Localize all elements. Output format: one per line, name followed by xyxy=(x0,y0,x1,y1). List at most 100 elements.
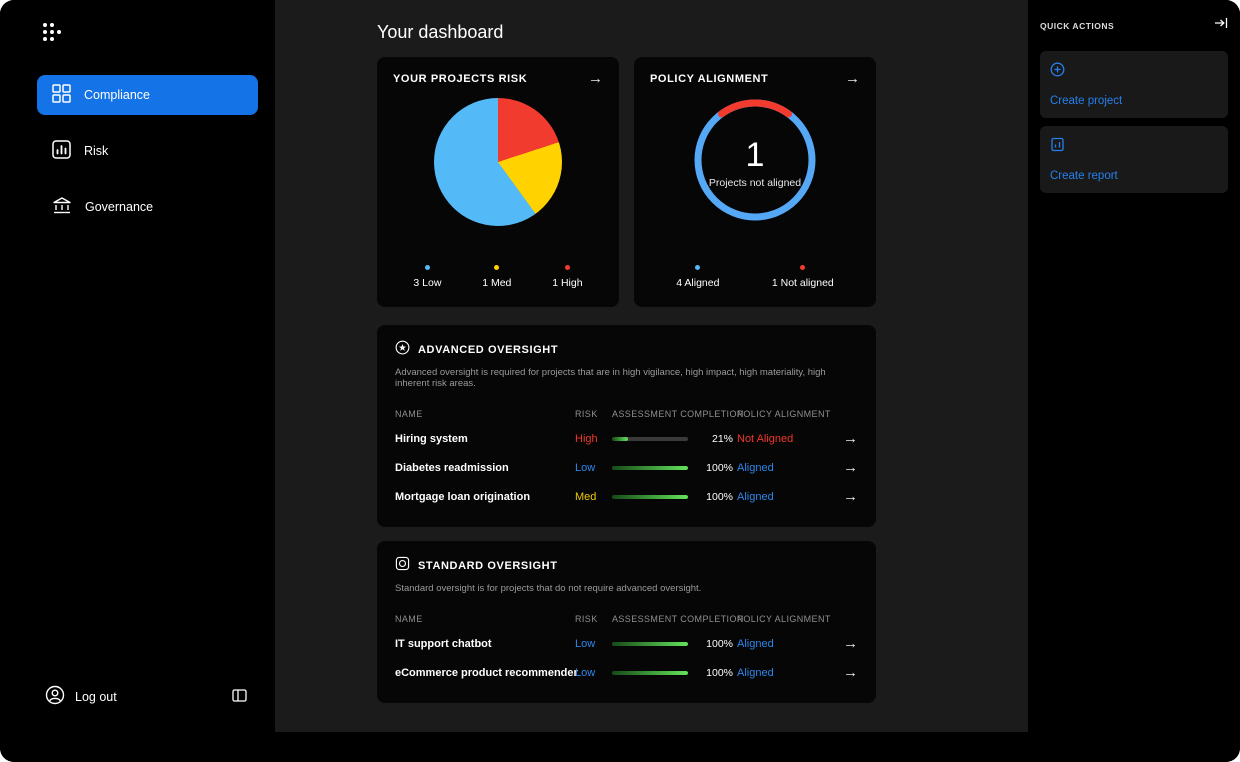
column-header-alignment: POLICY ALIGNMENT xyxy=(737,614,831,624)
column-header-completion: ASSESSMENT COMPLETION xyxy=(612,614,744,624)
bank-icon xyxy=(52,196,72,218)
column-header-name: NAME xyxy=(395,409,423,419)
table-row: Mortgage loan origination Med 100% Align… xyxy=(395,482,858,511)
risk-value: Low xyxy=(575,461,596,474)
app-logo xyxy=(40,20,275,51)
project-name: Diabetes readmission xyxy=(395,461,509,474)
arrow-right-icon[interactable]: → xyxy=(843,459,858,476)
risk-value: Low xyxy=(575,666,596,679)
policy-alignment-card: POLICY ALIGNMENT → 1 Projects not aligne… xyxy=(634,57,876,307)
collapse-sidebar-icon[interactable] xyxy=(232,688,247,706)
legend-item-high: 1 High xyxy=(552,265,583,289)
alignment-value: Aligned xyxy=(737,666,774,679)
table-row: Hiring system High 21% Not Aligned → xyxy=(395,424,858,453)
legend-dot-yellow xyxy=(494,265,500,270)
circled-star-icon xyxy=(395,340,410,360)
column-header-risk: RISK xyxy=(575,409,598,419)
section-description: Advanced oversight is required for proje… xyxy=(395,367,826,389)
table-header: NAME RISK ASSESSMENT COMPLETION POLICY A… xyxy=(395,609,858,629)
dots-logo-icon xyxy=(43,23,61,41)
sidebar-footer: Log out xyxy=(0,685,275,708)
quick-actions-title: QUICK ACTIONS xyxy=(1040,20,1115,31)
create-report-label: Create report xyxy=(1050,170,1118,182)
collapse-panel-icon[interactable] xyxy=(1214,16,1228,35)
sidebar-item-governance[interactable]: Governance xyxy=(37,187,258,227)
not-aligned-label: Projects not aligned xyxy=(708,177,802,189)
main-content: Your dashboard YOUR PROJECTS RISK → 3 Lo xyxy=(275,0,1028,762)
sidebar-item-label: Governance xyxy=(85,200,154,214)
create-project-button[interactable]: Create project xyxy=(1040,51,1228,118)
alignment-donut-chart: 1 Projects not aligned xyxy=(691,96,819,229)
section-description: Standard oversight is for projects that … xyxy=(395,583,702,594)
risk-value: Med xyxy=(575,490,597,503)
legend-item-not-aligned: 1 Not aligned xyxy=(772,265,834,289)
plus-circle-icon xyxy=(1050,62,1065,81)
grid-icon xyxy=(52,84,71,106)
table-row: eCommerce product recommender Low 100% A… xyxy=(395,658,858,687)
arrow-right-icon[interactable]: → xyxy=(845,70,860,87)
completion-percent: 100% xyxy=(706,461,733,474)
logout-label[interactable]: Log out xyxy=(75,689,117,704)
report-icon xyxy=(1050,137,1065,156)
sidebar-nav: Compliance Risk xyxy=(0,75,275,227)
project-name: Mortgage loan origination xyxy=(395,490,531,503)
arrow-right-icon[interactable]: → xyxy=(588,70,603,87)
completion-percent: 100% xyxy=(706,637,733,650)
completion-bar xyxy=(612,670,688,675)
card-title: POLICY ALIGNMENT xyxy=(650,72,769,85)
column-header-completion: ASSESSMENT COMPLETION xyxy=(612,409,744,419)
completion-bar xyxy=(612,465,688,470)
legend-item-med: 1 Med xyxy=(482,265,511,289)
not-aligned-count: 1 xyxy=(745,136,765,174)
projects-risk-card: YOUR PROJECTS RISK → 3 Low 1 Med xyxy=(377,57,619,307)
risk-value: Low xyxy=(575,637,596,650)
section-title: ADVANCED OVERSIGHT xyxy=(418,344,559,356)
project-name: Hiring system xyxy=(395,432,468,445)
page-title: Your dashboard xyxy=(377,22,504,42)
table-row: IT support chatbot Low 100% Aligned → xyxy=(395,629,858,658)
user-circle-icon xyxy=(45,685,65,708)
legend-item-aligned: 4 Aligned xyxy=(676,265,719,289)
alignment-value: Aligned xyxy=(737,461,774,474)
section-title: STANDARD OVERSIGHT xyxy=(418,560,558,572)
completion-bar xyxy=(612,641,688,646)
risk-pie-chart xyxy=(434,98,562,226)
pie-legend: 3 Low 1 Med 1 High xyxy=(393,265,603,291)
card-title: YOUR PROJECTS RISK xyxy=(393,72,528,85)
completion-bar xyxy=(612,494,688,499)
legend-item-low: 3 Low xyxy=(413,265,441,289)
donut-legend: 4 Aligned 1 Not aligned xyxy=(650,265,860,291)
completion-percent: 21% xyxy=(711,432,733,445)
risk-value: High xyxy=(575,432,598,445)
legend-dot-red xyxy=(564,265,570,270)
advanced-oversight-card: ADVANCED OVERSIGHT Advanced oversight is… xyxy=(377,325,876,527)
legend-dot-red xyxy=(800,265,806,270)
table-row: Diabetes readmission Low 100% Aligned → xyxy=(395,453,858,482)
project-name: eCommerce product recommender xyxy=(395,666,578,679)
completion-bar xyxy=(612,436,688,441)
bar-chart-icon xyxy=(52,140,71,162)
completion-percent: 100% xyxy=(706,490,733,503)
create-project-label: Create project xyxy=(1050,95,1123,107)
completion-percent: 100% xyxy=(706,666,733,679)
target-square-icon xyxy=(395,556,410,576)
project-name: IT support chatbot xyxy=(395,637,492,650)
sidebar-item-label: Compliance xyxy=(84,88,151,102)
alignment-value: Not Aligned xyxy=(737,432,794,445)
arrow-right-icon[interactable]: → xyxy=(843,635,858,652)
arrow-right-icon[interactable]: → xyxy=(843,430,858,447)
column-header-name: NAME xyxy=(395,614,423,624)
left-sidebar: Compliance Risk xyxy=(0,0,275,762)
legend-dot-blue xyxy=(424,265,430,270)
standard-oversight-card: STANDARD OVERSIGHT Standard oversight is… xyxy=(377,541,876,703)
table-header: NAME RISK ASSESSMENT COMPLETION POLICY A… xyxy=(395,404,858,424)
arrow-right-icon[interactable]: → xyxy=(843,488,858,505)
arrow-right-icon[interactable]: → xyxy=(843,664,858,681)
sidebar-item-risk[interactable]: Risk xyxy=(37,131,258,171)
column-header-alignment: POLICY ALIGNMENT xyxy=(737,409,831,419)
column-header-risk: RISK xyxy=(575,614,598,624)
create-report-button[interactable]: Create report xyxy=(1040,126,1228,193)
sidebar-item-compliance[interactable]: Compliance xyxy=(37,75,258,115)
alignment-value: Aligned xyxy=(737,490,774,503)
